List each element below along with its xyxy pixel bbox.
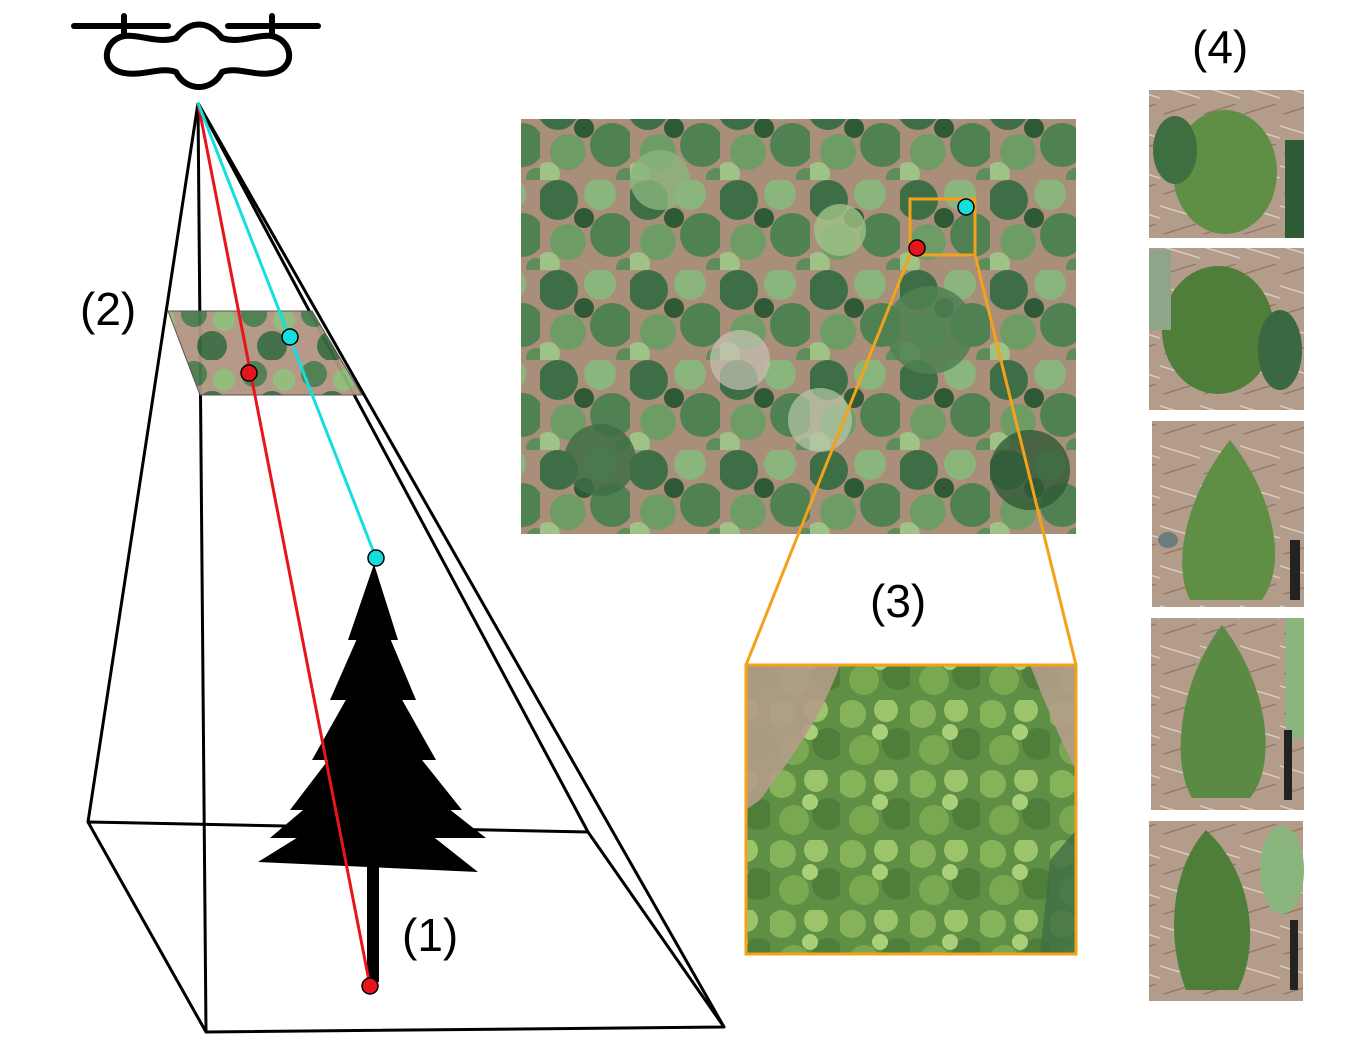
frustum-edge bbox=[196, 102, 208, 1033]
zoom-line-left bbox=[744, 254, 912, 666]
tree-view bbox=[1151, 618, 1304, 810]
label-tree: (1) bbox=[402, 909, 459, 961]
aerial-top-point bbox=[957, 198, 975, 216]
image-plane bbox=[167, 310, 363, 396]
zoom-line-right bbox=[973, 254, 1078, 666]
tree-base-point bbox=[361, 977, 379, 995]
image-plane-top-point bbox=[281, 328, 299, 346]
frustum-edge bbox=[196, 102, 726, 1028]
crop-box bbox=[908, 197, 977, 257]
image-plane-base-point bbox=[240, 364, 258, 382]
label-crop: (3) bbox=[870, 575, 927, 627]
tree-view bbox=[1149, 821, 1304, 1001]
frustum-edge bbox=[86, 102, 200, 823]
frustum-edge bbox=[196, 102, 590, 833]
tree-view bbox=[1149, 248, 1304, 410]
tree-views bbox=[1149, 90, 1304, 1001]
tree-view bbox=[1152, 421, 1304, 607]
crop-image bbox=[744, 663, 1078, 956]
label-tree-views: (4) bbox=[1192, 21, 1249, 73]
label-image-plane: (2) bbox=[80, 283, 137, 335]
ray-to-tree-base bbox=[196, 102, 372, 987]
aerial-base-point bbox=[908, 239, 926, 257]
drone-icon bbox=[71, 13, 321, 90]
tree-view bbox=[1149, 90, 1304, 238]
tree-top-point bbox=[367, 549, 385, 567]
aerial-image bbox=[521, 119, 1076, 534]
conifer-tree-icon bbox=[258, 564, 486, 982]
